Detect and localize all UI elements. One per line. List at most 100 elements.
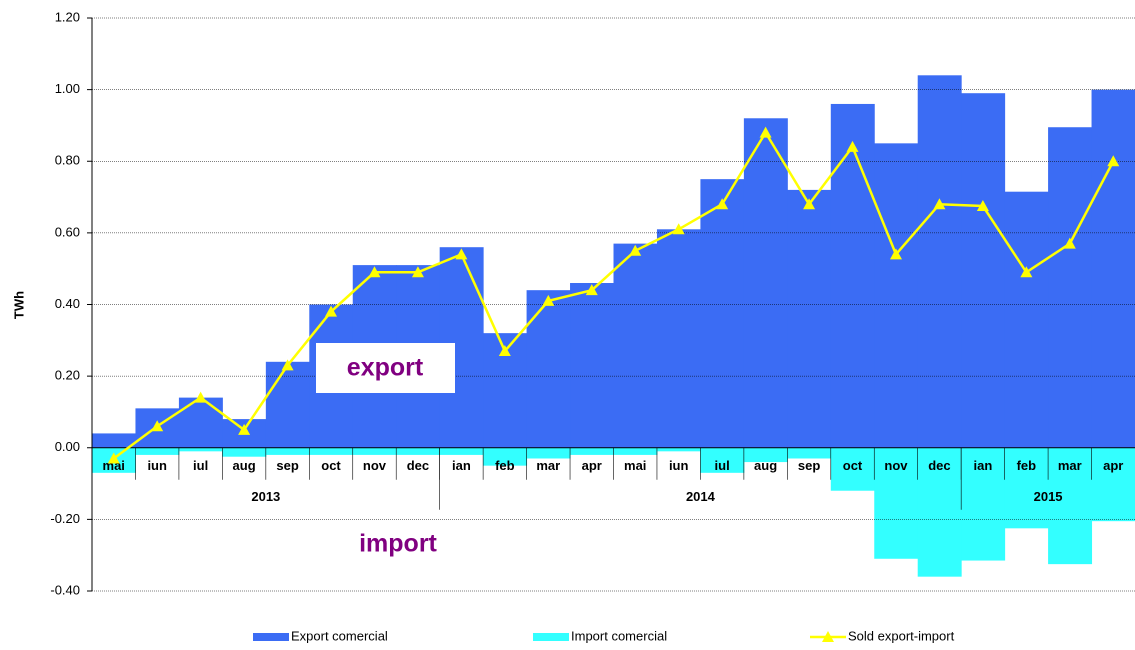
- marker: [368, 266, 381, 278]
- y-tick-label: 1.20: [55, 9, 80, 24]
- bar: [309, 447, 354, 455]
- x-tick-label: dec: [928, 458, 950, 473]
- bar: [92, 433, 136, 448]
- x-tick-label: oct: [843, 458, 863, 473]
- x-tick-label: sep: [798, 458, 820, 473]
- bar: [396, 447, 441, 455]
- marker: [672, 223, 685, 235]
- bar: [917, 447, 962, 577]
- bar: [1004, 447, 1049, 529]
- bar: [656, 447, 701, 452]
- marker: [281, 359, 294, 371]
- y-axis-label: TWh: [11, 291, 26, 319]
- y-tick-label: -0.20: [50, 511, 80, 526]
- bar: [874, 143, 919, 448]
- bar: [1048, 127, 1093, 448]
- marker: [238, 423, 251, 435]
- x-tick-label: iul: [193, 458, 208, 473]
- legend-label: Export comercial: [291, 628, 388, 643]
- bar: [787, 447, 832, 459]
- x-tick-label: oct: [321, 458, 341, 473]
- bar: [222, 447, 267, 457]
- marker: [803, 198, 816, 210]
- x-tick-label: ian: [973, 458, 992, 473]
- marker: [455, 248, 468, 260]
- marker: [1107, 155, 1120, 167]
- x-tick-label: nov: [363, 458, 387, 473]
- legend-label: Import comercial: [571, 628, 667, 643]
- bar: [917, 75, 962, 448]
- legend-marker: [822, 631, 834, 642]
- x-tick-label: mai: [103, 458, 125, 473]
- marker: [1020, 266, 1033, 278]
- marker: [325, 305, 338, 317]
- bar: [787, 189, 832, 448]
- marker: [759, 126, 772, 138]
- x-tick-label: mai: [624, 458, 646, 473]
- legend-swatch: [253, 633, 289, 641]
- x-tick-label: mar: [536, 458, 560, 473]
- bar: [743, 447, 788, 463]
- marker: [933, 198, 946, 210]
- bar: [830, 103, 875, 448]
- x-group-label: 2013: [251, 489, 280, 504]
- bar: [570, 283, 614, 448]
- x-tick-label: iun: [147, 458, 167, 473]
- y-tick-label: 0.00: [55, 439, 80, 454]
- legend-swatch: [533, 633, 569, 641]
- line: [112, 130, 1115, 460]
- bar: [352, 447, 397, 455]
- marker: [889, 248, 902, 260]
- bar: [700, 179, 745, 448]
- y-tick-label: 0.60: [55, 224, 80, 239]
- x-tick-label: mar: [1058, 458, 1082, 473]
- bar: [265, 447, 310, 455]
- bar: [526, 447, 571, 459]
- y-tick-label: -0.40: [50, 582, 80, 597]
- annotation-box: [316, 343, 455, 393]
- bar: [830, 447, 875, 491]
- y-tick-label: 0.40: [55, 296, 80, 311]
- bar: [743, 118, 788, 448]
- marker: [629, 244, 642, 256]
- marker: [846, 140, 859, 152]
- bar: [1091, 447, 1135, 522]
- x-group-label: 2014: [686, 489, 716, 504]
- x-tick-label: iul: [715, 458, 730, 473]
- marker: [542, 294, 555, 306]
- marker: [194, 391, 207, 403]
- x-tick-label: sep: [276, 458, 298, 473]
- bar: [1091, 89, 1135, 448]
- marker: [716, 198, 729, 210]
- bar: [1004, 191, 1049, 448]
- x-tick-label: dec: [407, 458, 429, 473]
- bar: [613, 243, 658, 448]
- bar: [961, 93, 1006, 448]
- x-tick-label: feb: [495, 458, 515, 473]
- x-tick-label: aug: [233, 458, 256, 473]
- x-tick-label: aug: [754, 458, 777, 473]
- marker: [585, 284, 598, 296]
- bar: [483, 447, 528, 466]
- bar: [1048, 447, 1093, 565]
- x-tick-label: feb: [1017, 458, 1037, 473]
- bar: [874, 447, 919, 559]
- marker: [976, 200, 989, 212]
- bar: [178, 447, 223, 452]
- bar: [135, 447, 180, 455]
- bar: [265, 361, 310, 448]
- bar: [570, 447, 614, 455]
- y-tick-label: 0.80: [55, 153, 80, 168]
- bar: [613, 447, 658, 455]
- legend-label: Sold export-import: [848, 628, 955, 643]
- x-tick-label: apr: [582, 458, 602, 473]
- bar: [656, 229, 701, 448]
- bar: [700, 447, 745, 473]
- annotation: export: [347, 354, 424, 382]
- x-tick-label: apr: [1103, 458, 1123, 473]
- y-tick-label: 0.20: [55, 368, 80, 383]
- bar: [526, 290, 571, 448]
- x-tick-label: iun: [669, 458, 689, 473]
